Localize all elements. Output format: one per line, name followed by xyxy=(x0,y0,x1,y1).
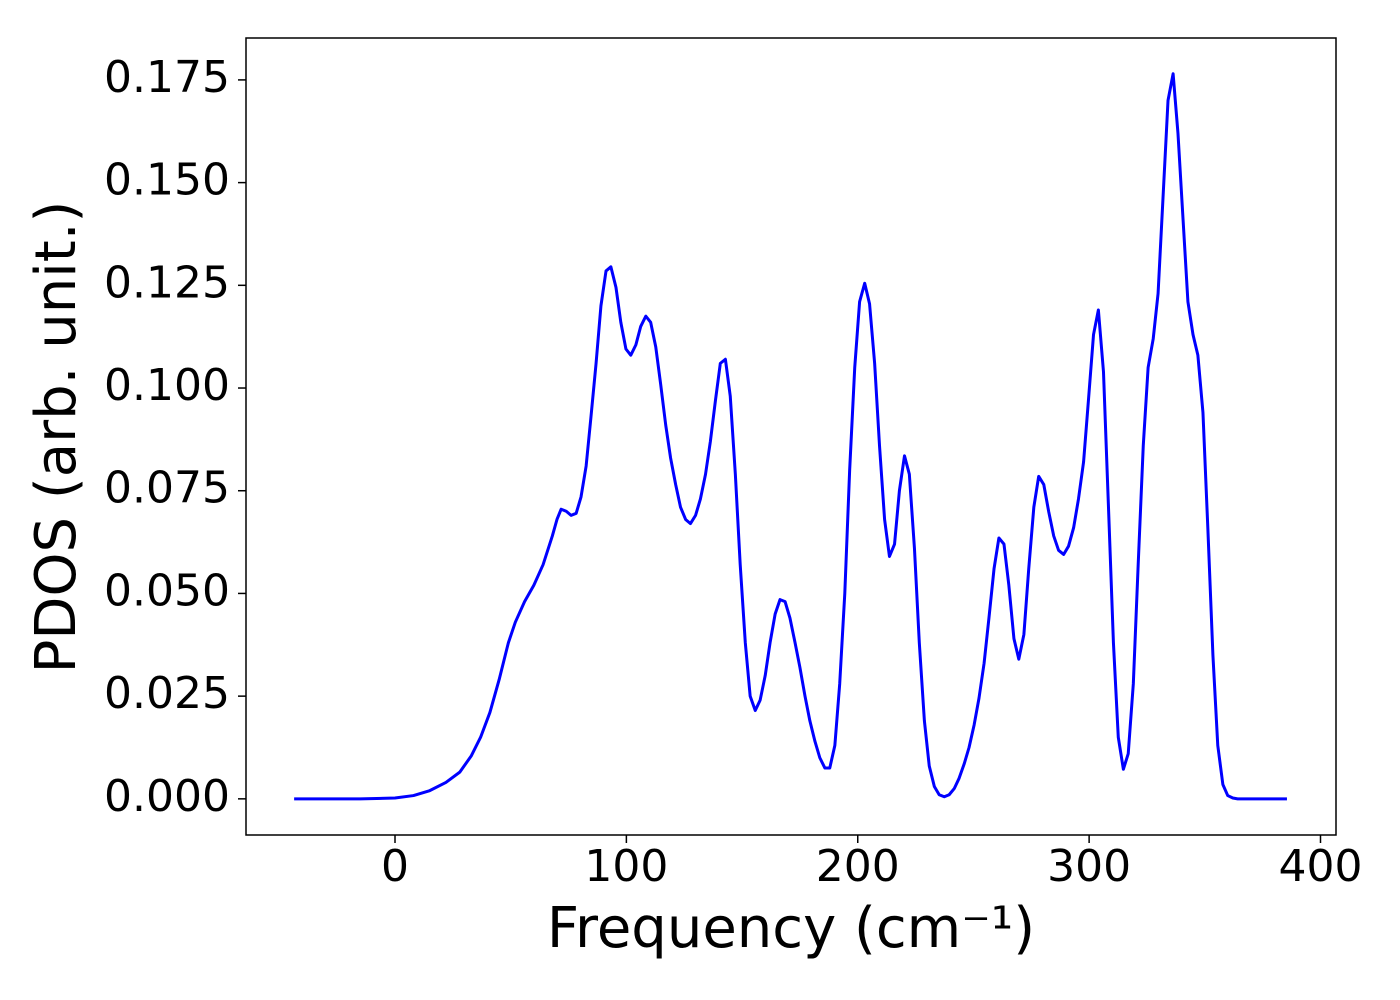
x-tick-label: 400 xyxy=(1279,841,1363,892)
y-axis-label: PDOS (arb. unit.) xyxy=(24,201,89,674)
y-tick-label: 0.050 xyxy=(104,565,230,616)
y-tick-label: 0.025 xyxy=(104,668,230,719)
y-tick-label: 0.000 xyxy=(104,771,230,822)
x-tick-label: 100 xyxy=(584,841,668,892)
y-tick-label: 0.150 xyxy=(104,155,230,206)
x-tick-label: 200 xyxy=(816,841,900,892)
y-tick-label: 0.125 xyxy=(104,257,230,308)
y-tick-label: 0.100 xyxy=(104,360,230,411)
x-axis-label: Frequency (cm⁻¹) xyxy=(547,896,1035,961)
data-line xyxy=(294,72,1287,801)
x-tick-label: 0 xyxy=(381,841,409,892)
x-tick-label: 300 xyxy=(1047,841,1131,892)
y-tick-label: 0.075 xyxy=(104,463,230,514)
y-tick-label: 0.175 xyxy=(104,52,230,103)
plot-frame xyxy=(245,37,1337,836)
